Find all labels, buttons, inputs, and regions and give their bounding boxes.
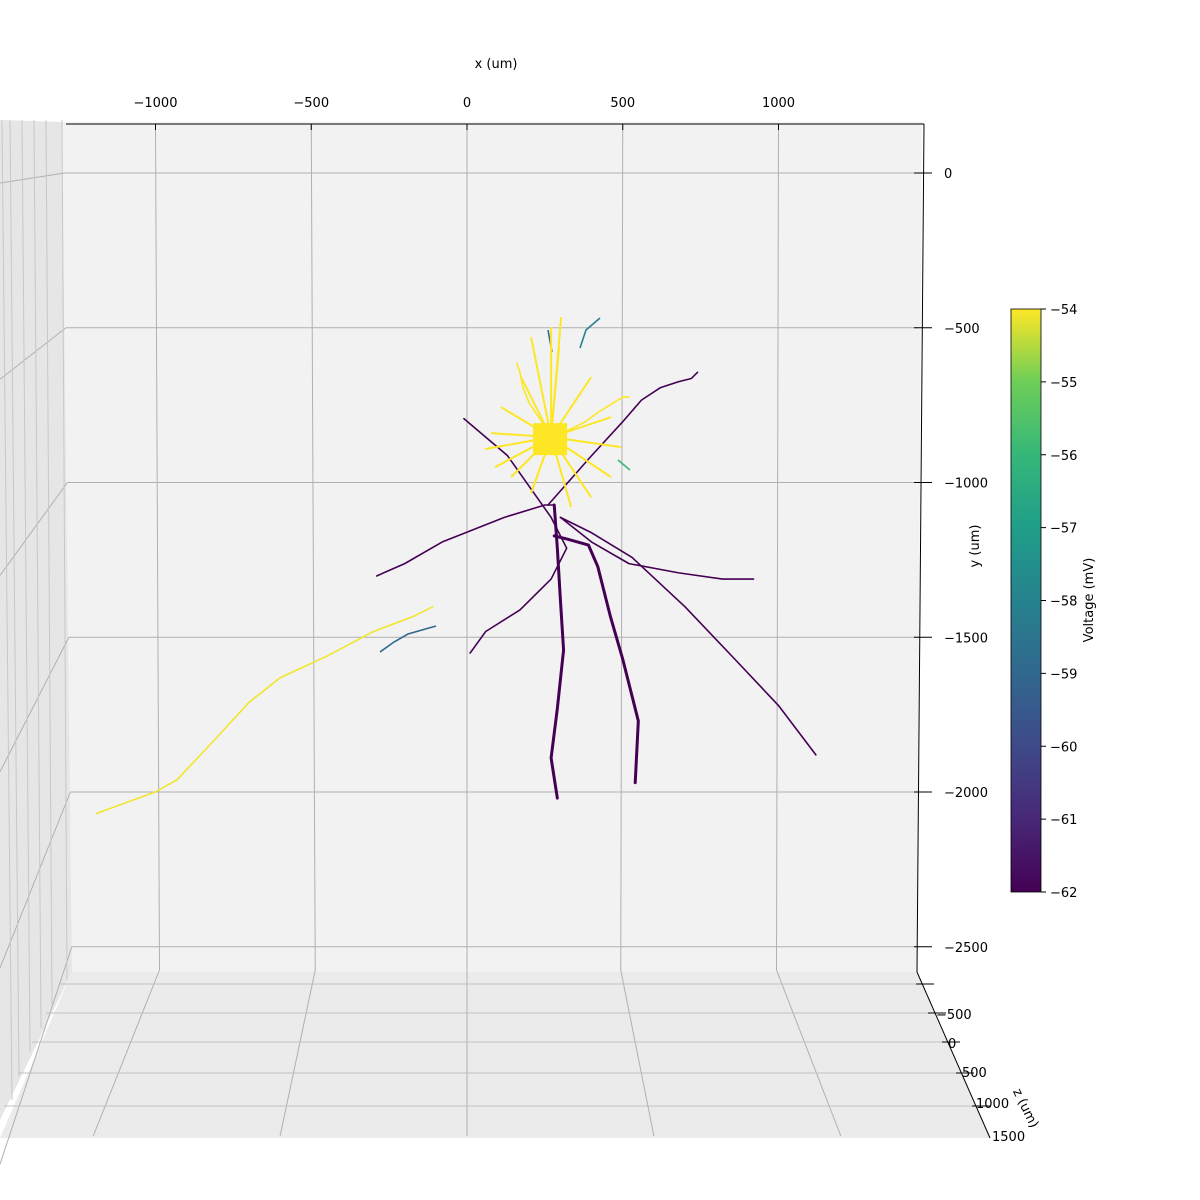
- dendrite-branch: [530, 436, 553, 494]
- dendrite-branch: [484, 436, 552, 451]
- z-tick-label: 1000: [976, 1097, 1009, 1112]
- dendrite-branch: [500, 406, 552, 438]
- dendrite-branch: [550, 436, 592, 498]
- z-tick-label: 1500: [992, 1130, 1025, 1145]
- neurite-branch: [552, 534, 640, 785]
- y-tick-label: −2500: [944, 941, 988, 956]
- x-floor-grid-line: [92, 969, 160, 1137]
- z-tick-label: 500: [962, 1066, 987, 1081]
- dendrite-branch: [491, 432, 552, 439]
- z-axis-line: [916, 971, 991, 1139]
- back-pane: [62, 122, 922, 972]
- z-tick-label: −500: [936, 1008, 972, 1023]
- dendrite-branch: [530, 336, 553, 438]
- colorbar-tick-label: −58: [1050, 595, 1077, 610]
- colorbar-tick-label: −56: [1050, 449, 1077, 464]
- neurite-branch: [617, 459, 631, 471]
- colorbar-tick-label: −59: [1050, 667, 1077, 682]
- y-tick-label: 0: [944, 167, 952, 182]
- z-side-grid-line: [61, 119, 68, 981]
- colorbar-tick-label: −55: [1050, 376, 1077, 391]
- x-floor-grid-line: [620, 969, 655, 1137]
- x-grid-line: [310, 123, 316, 971]
- z-axis-label: z (um): [1009, 1086, 1041, 1130]
- colorbar-gradient: [1010, 308, 1042, 893]
- neurite-branch: [559, 516, 817, 756]
- neurite-branch: [549, 503, 566, 800]
- x-tick-label: −500: [293, 96, 329, 111]
- dendrite-branch: [550, 376, 592, 438]
- dendrite-branch: [520, 376, 552, 438]
- y-side-grid-line: [0, 946, 73, 1165]
- z-side-grid-line: [21, 119, 31, 1053]
- colorbar-tick-label: −57: [1050, 522, 1077, 537]
- y-axis-line: [916, 123, 925, 973]
- x-grid-line: [620, 123, 624, 971]
- y-tick-label: −1500: [944, 631, 988, 646]
- x-floor-grid-line: [279, 969, 316, 1137]
- neurite-branch: [95, 606, 434, 815]
- dendrite-branch: [550, 436, 622, 449]
- neurite-branch: [559, 516, 755, 580]
- dendrite-branch: [550, 436, 573, 508]
- dendrite-branch: [550, 436, 612, 478]
- neurite-branch: [379, 625, 437, 653]
- x-tick-label: 0: [463, 96, 471, 111]
- neurite-branch: [579, 317, 601, 349]
- z-side-grid-line: [33, 119, 42, 1029]
- y-axis-label: y (um): [968, 525, 983, 568]
- colorbar-tick-label: −60: [1050, 740, 1077, 755]
- dendrite-branch: [494, 436, 552, 469]
- z-side-grid-line: [1, 119, 13, 1101]
- colorbar-tick-label: −62: [1050, 886, 1077, 901]
- z-side-grid-line: [45, 119, 53, 1005]
- axes: −1000 −500 0 500 1000 0 −500 −1000 −1500 −2000 −25…: [66, 96, 1025, 1145]
- colorbar-tick-label: −54: [1050, 303, 1077, 318]
- colorbar: −54 −55 −56 −57 −58 −59 −60 −61 −62: [1010, 303, 1077, 901]
- grid-lines: [0, 119, 976, 1165]
- y-side-grid-line: [0, 791, 71, 969]
- neurite-branch: [375, 504, 556, 577]
- neuron-morphology: [95, 317, 817, 815]
- x-grid-line: [776, 123, 779, 971]
- x-tick-label: 1000: [762, 96, 795, 111]
- y-side-grid-line: [0, 637, 70, 772]
- y-tick-label: −500: [944, 322, 980, 337]
- y-tick-label: −1000: [944, 477, 988, 492]
- x-axis-label: x (um): [475, 57, 518, 72]
- y-side-grid-line: [0, 327, 67, 380]
- colorbar-tick-label: −61: [1050, 813, 1077, 828]
- colorbar-label: Voltage (mV): [1082, 558, 1097, 643]
- x-grid-line: [155, 123, 160, 971]
- neurite-branch: [547, 371, 699, 506]
- dendrite-branch: [550, 317, 563, 438]
- x-tick-label: 500: [610, 96, 635, 111]
- y-side-grid-line: [0, 482, 68, 576]
- x-tick-label: −1000: [134, 96, 178, 111]
- x-floor-grid-line: [776, 969, 842, 1137]
- z-side-grid-line: [9, 119, 20, 1077]
- left-pane: [0, 120, 72, 1120]
- dendrite-branch: [510, 436, 552, 478]
- dendrite-branch: [550, 416, 612, 439]
- z-tick-label: 0: [948, 1037, 956, 1052]
- y-tick-label: −2000: [944, 786, 988, 801]
